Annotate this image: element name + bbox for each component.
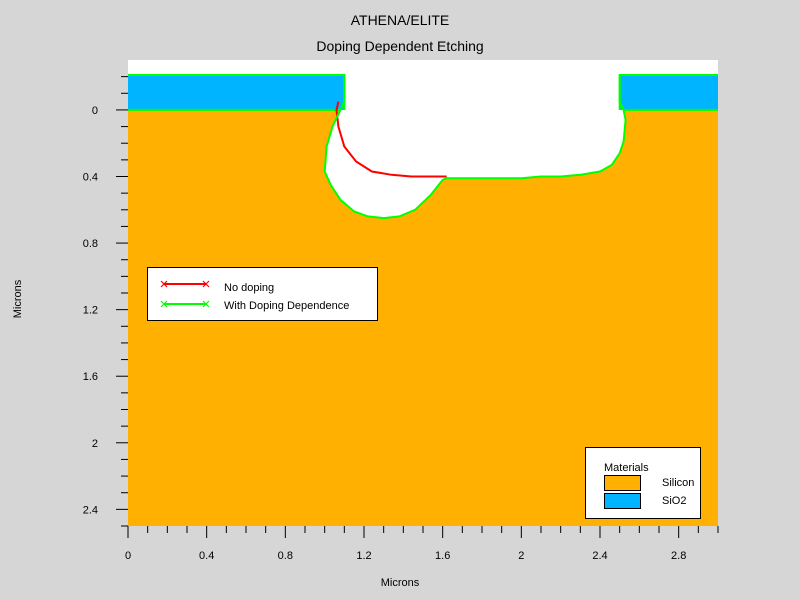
legend-label-no-doping: No doping (224, 282, 275, 294)
materials-legend: Materials Silicon SiO2 (585, 447, 701, 519)
materials-legend-title: Materials (604, 462, 649, 474)
x-tick-label: 0 (125, 550, 131, 562)
legend-markers (160, 280, 210, 308)
x-tick-label: 2 (518, 550, 524, 562)
y-tick-label: 2 (92, 438, 98, 450)
x-tick-label: 1.2 (356, 550, 371, 562)
y-tick-label: 0.8 (83, 238, 98, 250)
oxide-right (619, 74, 718, 110)
y-tick-label: 0.4 (83, 172, 98, 184)
swatch-silicon (604, 475, 641, 491)
swatch-sio2 (604, 493, 641, 509)
y-axis-label: Microns (12, 279, 24, 319)
y-tick-label: 1.6 (83, 371, 98, 383)
legend-marker-no-doping (160, 280, 210, 288)
oxide-left (128, 74, 345, 110)
y-tick-label: 0 (92, 105, 98, 117)
y-tick-label: 2.4 (83, 504, 98, 516)
legend-marker-with-doping (160, 300, 210, 308)
chart-title: ATHENA/ELITE (350, 12, 450, 28)
x-tick-label: 0.4 (199, 550, 214, 562)
x-tick-label: 1.6 (435, 550, 450, 562)
chart-subtitle: Doping Dependent Etching (316, 38, 484, 54)
series-legend: No doping With Doping Dependence (147, 267, 378, 321)
material-label-sio2: SiO2 (662, 495, 687, 507)
x-tick-label: 2.8 (671, 550, 686, 562)
series-line-1 (323, 75, 627, 220)
silicon-region (128, 109, 718, 527)
y-tick-label: 1.2 (83, 305, 98, 317)
x-tick-label: 2.4 (592, 550, 607, 562)
material-label-silicon: Silicon (662, 477, 695, 489)
x-tick-label: 0.8 (278, 550, 293, 562)
x-axis-label: Microns (380, 577, 420, 589)
legend-label-with-doping: With Doping Dependence (224, 300, 350, 312)
